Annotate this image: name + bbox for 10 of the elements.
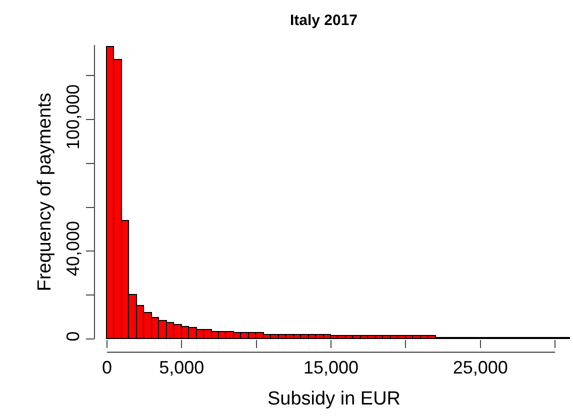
chart-title: Italy 2017 <box>290 12 358 30</box>
x-tick-label: 15,000 <box>303 358 359 378</box>
y-tick-label: 40,000 <box>62 221 83 276</box>
x-tick-label: 0 <box>102 358 112 378</box>
y-tick-label: 100,000 <box>62 84 83 150</box>
x-tick-label: 25,000 <box>452 358 508 378</box>
y-tick-label: 0 <box>62 331 83 342</box>
x-axis-title: Subsidy in EUR <box>267 388 401 410</box>
y-axis-title: Frequency of payments <box>34 92 56 292</box>
x-tick-label: 5,000 <box>159 358 204 378</box>
